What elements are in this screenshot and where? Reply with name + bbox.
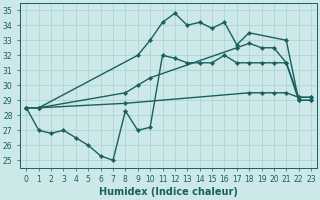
X-axis label: Humidex (Indice chaleur): Humidex (Indice chaleur) xyxy=(99,187,238,197)
